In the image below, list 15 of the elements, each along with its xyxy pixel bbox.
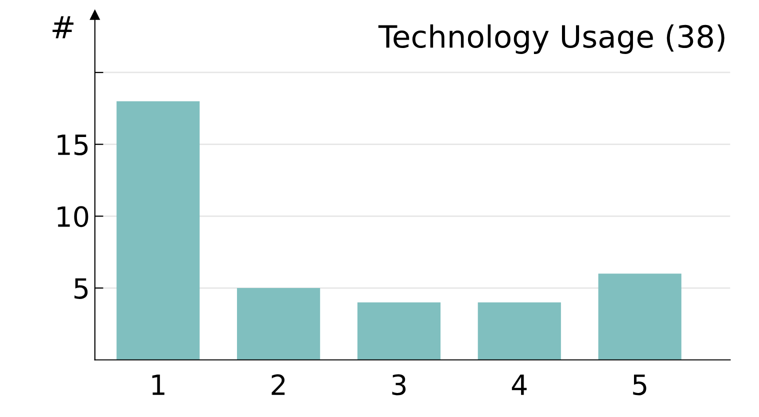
x-tick-label: 4: [512, 374, 527, 395]
y-axis-title: #: [52, 16, 74, 38]
bar: [478, 302, 561, 360]
bar: [357, 302, 441, 360]
y-tick-label: 10: [58, 206, 88, 228]
y-tick-label: 5: [74, 278, 88, 299]
x-tick-label: 1: [152, 374, 164, 395]
y-tick-label: 15: [58, 134, 88, 156]
x-tick-label: 5: [633, 374, 646, 396]
bar: [116, 101, 200, 360]
x-tick-label: 3: [392, 374, 406, 396]
x-tick-label: 2: [272, 374, 285, 395]
bar: [236, 288, 320, 360]
bar: [598, 274, 682, 360]
chart-title: Technology Usage (38): [378, 24, 724, 54]
